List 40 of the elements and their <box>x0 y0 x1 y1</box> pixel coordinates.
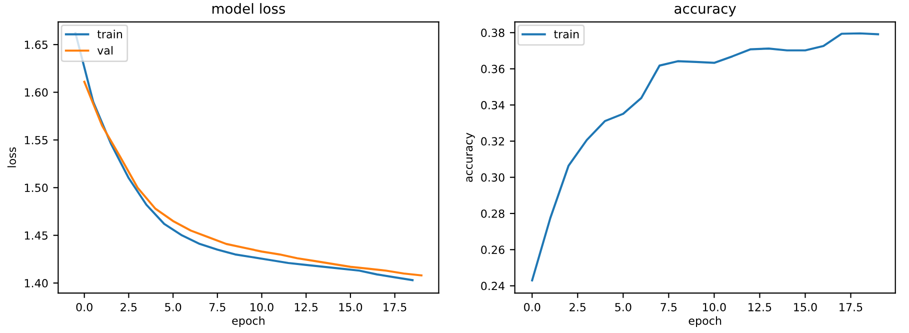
x-tick-label: 5.0 <box>165 302 182 312</box>
x-tick-label: 7.5 <box>660 303 677 312</box>
y-tick-label: 0.34 <box>481 100 504 110</box>
y-tick-label: 0.38 <box>481 28 504 38</box>
y-tick-label: 1.50 <box>24 184 48 192</box>
y-tick-label: 1.55 <box>24 136 48 144</box>
x-tick-label: 7.5 <box>209 303 226 312</box>
y-tick-label: 0.28 <box>481 209 504 218</box>
x-tick-label: 17.5 <box>840 303 862 312</box>
y-tick-label: 1.60 <box>24 88 48 97</box>
chart-title: model loss <box>212 3 286 14</box>
y-tick-label: 0.24 <box>481 282 504 290</box>
x-tick-label: 12.5 <box>748 302 772 312</box>
y-tick-label: 0.26 <box>481 246 504 254</box>
line-series <box>83 80 422 276</box>
x-tick-label: 10.0 <box>703 302 726 312</box>
x-tick-label: 15.0 <box>339 302 362 312</box>
x-tick-label: 2.5 <box>570 302 586 312</box>
x-tick-label: 12.5 <box>294 302 318 312</box>
y-tick-label: 1.65 <box>24 40 48 49</box>
y-axis-title: accuracy <box>466 132 475 182</box>
x-tick-label: 0.0 <box>524 302 540 312</box>
y-tick-label: 1.40 <box>24 279 48 288</box>
x-axis-title: epoch <box>688 316 722 328</box>
x-tick-label: 15.0 <box>794 302 817 312</box>
x-tick-label: 2.5 <box>120 302 137 312</box>
x-tick-label: 5.0 <box>615 302 632 312</box>
chart-title: accuracy <box>674 6 736 17</box>
y-tick-label: 0.30 <box>481 173 504 182</box>
y-tick-label: 0.36 <box>481 64 504 74</box>
x-tick-label: 0.0 <box>76 302 92 312</box>
x-tick-label: 17.5 <box>384 303 406 312</box>
x-tick-label: 10.0 <box>250 302 274 312</box>
y-axis-title: loss <box>7 147 16 168</box>
y-tick-label: 1.45 <box>24 231 48 240</box>
x-axis-title: epoch <box>232 316 264 328</box>
legend-label: train <box>97 30 122 38</box>
legend-label: val <box>97 46 112 55</box>
y-tick-label: 0.32 <box>481 137 504 146</box>
legend-label: train <box>554 30 579 38</box>
